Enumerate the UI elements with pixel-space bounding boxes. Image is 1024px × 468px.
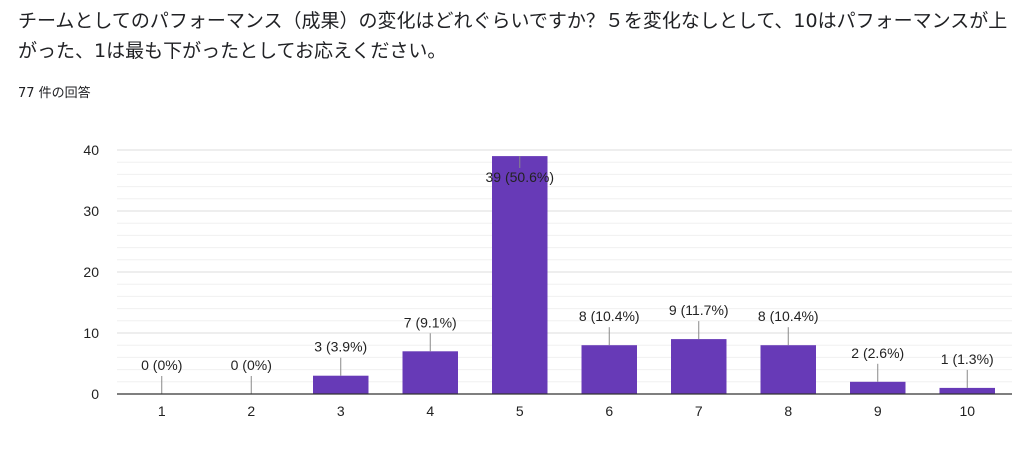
data-label: 3 (3.9%) (314, 339, 367, 355)
x-tick-label: 4 (426, 403, 434, 419)
data-label: 1 (1.3%) (941, 351, 994, 367)
y-tick-label: 10 (83, 325, 99, 341)
bar (492, 156, 548, 394)
bar (939, 387, 995, 394)
y-tick-label: 40 (83, 142, 99, 158)
bar (671, 339, 727, 394)
data-label: 2 (2.6%) (851, 345, 904, 361)
bar (850, 381, 906, 394)
bar (581, 345, 637, 394)
x-tick-label: 7 (695, 403, 703, 419)
bar (402, 351, 458, 394)
x-tick-label: 2 (247, 403, 255, 419)
bar (760, 345, 816, 394)
bar (313, 375, 369, 394)
data-label: 8 (10.4%) (758, 308, 819, 324)
x-tick-label: 9 (874, 403, 882, 419)
x-tick-label: 5 (516, 403, 524, 419)
y-tick-label: 0 (91, 386, 99, 402)
y-tick-label: 20 (83, 264, 99, 280)
x-tick-label: 10 (959, 403, 975, 419)
data-label: 7 (9.1%) (404, 314, 457, 330)
data-label: 0 (0%) (141, 357, 182, 373)
x-tick-label: 6 (605, 403, 613, 419)
x-tick-label: 3 (337, 403, 345, 419)
x-tick-label: 8 (784, 403, 792, 419)
y-tick-label: 30 (83, 203, 99, 219)
data-label: 8 (10.4%) (579, 308, 640, 324)
question-title: チームとしてのパフォーマンス（成果）の変化はどれぐらいですか？５を変化なしとして… (18, 10, 1008, 62)
data-label: 39 (50.6%) (486, 169, 554, 185)
data-label: 0 (0%) (231, 357, 272, 373)
data-label: 9 (11.7%) (669, 302, 729, 318)
x-tick-label: 1 (158, 403, 166, 419)
response-count: 77 件の回答 (18, 86, 91, 101)
